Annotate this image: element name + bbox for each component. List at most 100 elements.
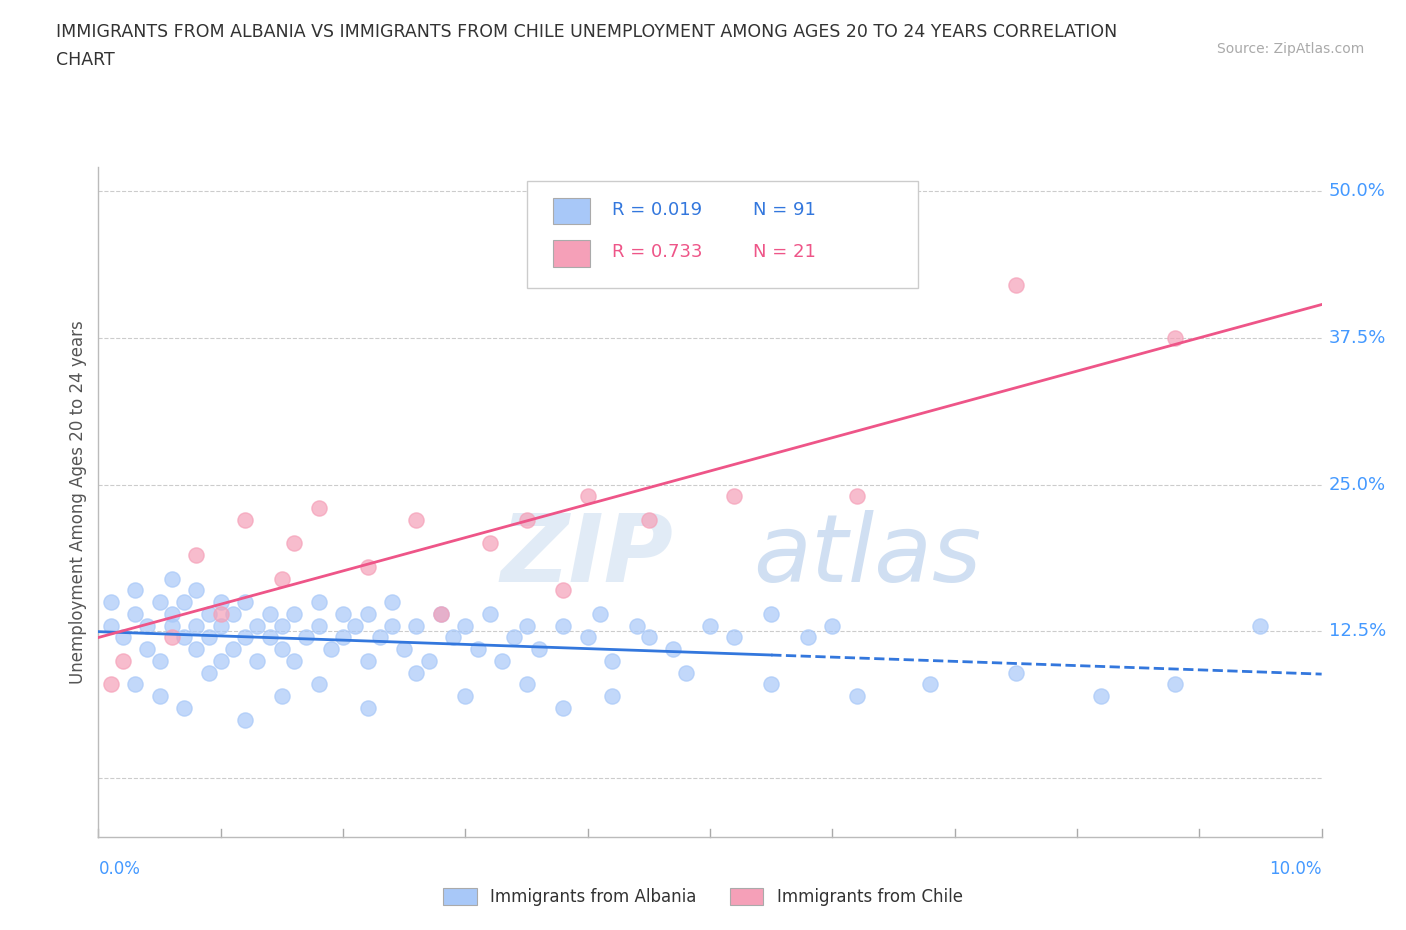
- Point: [111, 630, 134, 644]
- Point: [233, 512, 256, 527]
- Point: [209, 594, 232, 609]
- Point: [356, 700, 378, 715]
- Point: [1004, 277, 1026, 292]
- Point: [270, 618, 292, 633]
- Text: 50.0%: 50.0%: [1329, 182, 1385, 200]
- Text: N = 91: N = 91: [752, 201, 815, 219]
- Point: [344, 618, 367, 633]
- Point: [1164, 330, 1187, 345]
- Point: [259, 630, 281, 644]
- Point: [553, 618, 575, 633]
- Point: [516, 512, 538, 527]
- Point: [430, 606, 453, 621]
- Point: [173, 594, 195, 609]
- Point: [392, 642, 416, 657]
- Text: R = 0.019: R = 0.019: [612, 201, 703, 219]
- Point: [1249, 618, 1271, 633]
- Text: CHART: CHART: [56, 51, 115, 69]
- Point: [576, 489, 599, 504]
- Point: [160, 630, 183, 644]
- Point: [553, 700, 575, 715]
- Point: [589, 606, 612, 621]
- Point: [381, 618, 404, 633]
- Point: [186, 548, 208, 563]
- Point: [699, 618, 721, 633]
- Point: [186, 642, 208, 657]
- Point: [246, 654, 269, 669]
- FancyBboxPatch shape: [554, 197, 591, 224]
- Point: [759, 677, 782, 692]
- Point: [308, 594, 330, 609]
- Point: [149, 594, 172, 609]
- Point: [111, 654, 134, 669]
- Point: [124, 583, 146, 598]
- Point: [173, 700, 195, 715]
- Point: [136, 618, 159, 633]
- Point: [308, 500, 330, 515]
- FancyBboxPatch shape: [526, 180, 918, 288]
- Point: [723, 630, 745, 644]
- Point: [405, 665, 427, 680]
- Text: ZIP: ZIP: [501, 510, 673, 602]
- Point: [920, 677, 942, 692]
- Point: [637, 630, 661, 644]
- Point: [186, 618, 208, 633]
- Point: [283, 536, 305, 551]
- Text: Source: ZipAtlas.com: Source: ZipAtlas.com: [1216, 42, 1364, 56]
- Text: R = 0.733: R = 0.733: [612, 244, 703, 261]
- Point: [332, 630, 354, 644]
- Point: [209, 606, 232, 621]
- Point: [821, 618, 844, 633]
- Text: 37.5%: 37.5%: [1329, 328, 1386, 347]
- Text: N = 21: N = 21: [752, 244, 815, 261]
- Point: [124, 677, 146, 692]
- Text: 10.0%: 10.0%: [1270, 860, 1322, 878]
- Point: [270, 688, 292, 703]
- Text: 12.5%: 12.5%: [1329, 622, 1386, 641]
- Point: [246, 618, 269, 633]
- Point: [222, 606, 245, 621]
- Point: [332, 606, 354, 621]
- Point: [845, 688, 868, 703]
- Point: [100, 594, 122, 609]
- Point: [356, 559, 378, 574]
- Point: [516, 677, 538, 692]
- Point: [197, 665, 219, 680]
- Point: [124, 606, 146, 621]
- Point: [173, 630, 195, 644]
- Point: [233, 630, 256, 644]
- Point: [356, 606, 378, 621]
- Point: [478, 536, 501, 551]
- Point: [1164, 677, 1187, 692]
- Point: [405, 618, 427, 633]
- Point: [759, 606, 782, 621]
- Point: [1090, 688, 1112, 703]
- Point: [418, 654, 440, 669]
- Point: [100, 677, 122, 692]
- Point: [136, 642, 159, 657]
- Point: [675, 665, 697, 680]
- FancyBboxPatch shape: [554, 240, 591, 267]
- Point: [454, 618, 477, 633]
- Point: [723, 489, 745, 504]
- Point: [576, 630, 599, 644]
- Point: [430, 606, 453, 621]
- Point: [295, 630, 318, 644]
- Point: [381, 594, 404, 609]
- Point: [308, 677, 330, 692]
- Point: [283, 606, 305, 621]
- Point: [600, 654, 623, 669]
- Point: [160, 606, 183, 621]
- Point: [503, 630, 526, 644]
- Point: [186, 583, 208, 598]
- Point: [637, 512, 661, 527]
- Text: atlas: atlas: [752, 511, 981, 602]
- Point: [478, 606, 501, 621]
- Point: [491, 654, 513, 669]
- Point: [319, 642, 342, 657]
- Point: [527, 642, 550, 657]
- Point: [259, 606, 281, 621]
- Point: [845, 489, 868, 504]
- Point: [516, 618, 538, 633]
- Point: [454, 688, 477, 703]
